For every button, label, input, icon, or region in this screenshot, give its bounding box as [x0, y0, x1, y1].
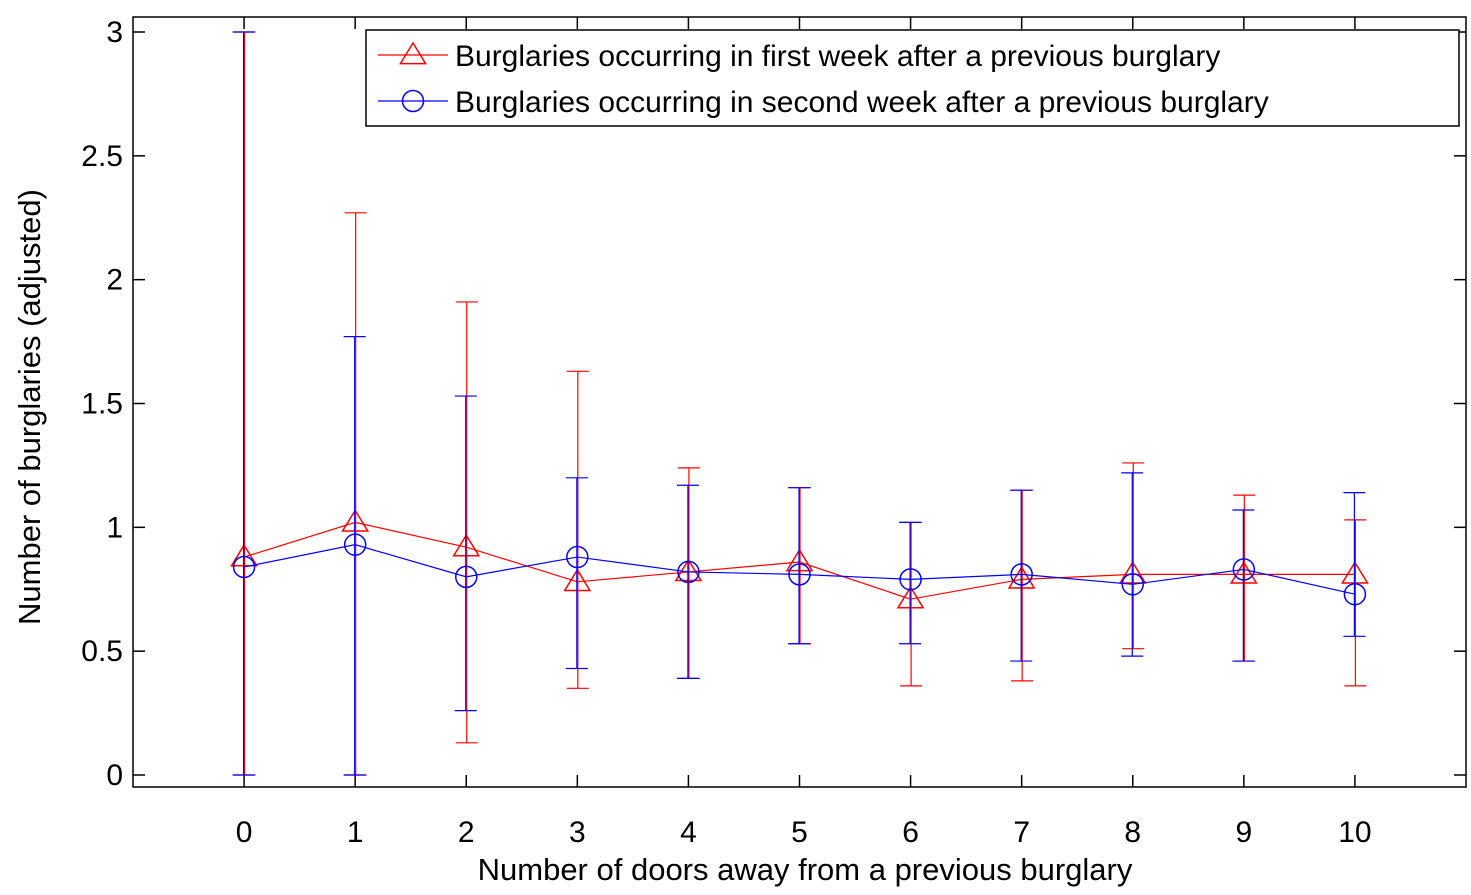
legend-marker: [399, 41, 427, 65]
series-2: [232, 31, 1367, 776]
data-point: [899, 568, 922, 591]
x-tick-label: 2: [458, 816, 475, 849]
legend-marker: [401, 89, 425, 113]
y-tick-label: 0: [106, 759, 123, 792]
data-point: [1232, 558, 1256, 581]
legend-label: Burglaries occurring in second week afte…: [455, 86, 1269, 119]
y-tick-label: 3: [106, 16, 123, 49]
x-tick-label: 3: [569, 816, 586, 849]
y-tick-label: 1.5: [81, 388, 123, 421]
y-tick-label: 1: [106, 511, 123, 544]
x-tick-label: 10: [1338, 816, 1371, 849]
series-layer: [230, 31, 1369, 776]
y-tick-label: 2.5: [81, 140, 123, 173]
data-point: [455, 565, 478, 589]
x-tick-label: 0: [236, 816, 253, 849]
x-tick-label: 6: [902, 816, 919, 849]
x-tick-label: 7: [1013, 816, 1030, 849]
x-axis-label: Number of doors away from a previous bur…: [478, 852, 1133, 887]
x-tick-label: 8: [1124, 816, 1141, 849]
data-point: [343, 533, 367, 556]
x-tick-label: 4: [680, 816, 697, 849]
y-tick-label: 0.5: [81, 635, 123, 668]
legend-label: Burglaries occurring in first week after…: [455, 40, 1220, 73]
data-point: [677, 560, 700, 584]
y-axis-label: Number of burglaries (adjusted): [12, 189, 47, 625]
y-tick-label: 2: [106, 264, 123, 297]
axis-ticks: 0 0.5 1 1.5 2 2.5 3 0 1 2 3 4 5 6 7 8 9 10: [81, 16, 1466, 849]
legend-box: [365, 29, 1460, 127]
data-point: [1010, 563, 1033, 586]
data-point: [1121, 573, 1144, 596]
plot-frame: [132, 16, 1467, 788]
data-point: [566, 545, 589, 569]
data-point: [232, 555, 256, 579]
data-point: [788, 563, 811, 586]
x-tick-label: 1: [347, 816, 364, 849]
data-point: [1343, 582, 1367, 606]
series-line: [243, 544, 1356, 595]
x-tick-label: 9: [1235, 816, 1252, 849]
x-tick-label: 5: [791, 816, 808, 849]
legend: Burglaries occurring in first week after…: [365, 29, 1460, 127]
